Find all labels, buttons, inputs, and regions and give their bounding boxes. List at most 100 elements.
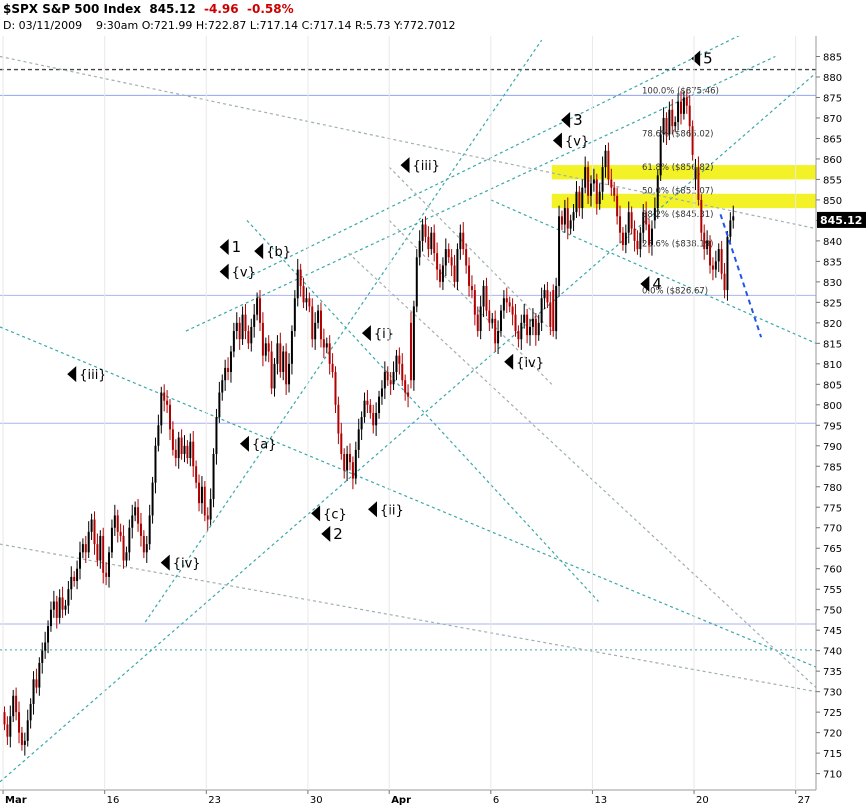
y-tick-label: 860	[823, 155, 842, 166]
candle-body	[235, 322, 238, 332]
x-tick-label: 23	[208, 795, 221, 806]
candle-body	[238, 322, 241, 340]
candle-body	[87, 531, 90, 553]
candle-body	[436, 253, 439, 270]
candle-body	[134, 507, 137, 516]
y-tick-label: 730	[823, 688, 842, 699]
candle-body	[357, 429, 360, 450]
wave-marker-icon	[368, 501, 378, 518]
symbol-label: $SPX S&P 500 Index	[3, 2, 141, 16]
candle-body	[273, 363, 276, 389]
candle-body	[354, 449, 357, 479]
wave-label: {iv}	[173, 557, 201, 572]
candle-body	[151, 482, 154, 516]
candle-body	[470, 285, 473, 291]
candle-body	[186, 445, 189, 459]
candle-body	[90, 519, 93, 532]
candle-body	[218, 392, 221, 418]
candle-body	[421, 224, 424, 241]
wave-marker-icon	[321, 525, 331, 542]
candle-body	[314, 322, 317, 340]
wave-label: {a}	[252, 438, 277, 453]
x-tick-label: 20	[696, 795, 709, 806]
y-tick-label: 715	[823, 749, 842, 760]
candle-body	[157, 425, 160, 446]
candle-body	[337, 404, 340, 434]
y-tick-label: 795	[823, 421, 842, 432]
candle-body	[12, 695, 15, 717]
candle-body	[723, 273, 726, 291]
candle-body	[636, 240, 639, 250]
candle-body	[276, 343, 279, 364]
candle-body	[587, 167, 590, 196]
candle-body	[317, 310, 320, 323]
wave-marker-icon	[67, 366, 77, 383]
candle-body	[279, 343, 282, 373]
candle-body	[331, 363, 334, 373]
candle-body	[166, 400, 169, 405]
candle-body	[497, 331, 500, 344]
candle-body	[412, 306, 415, 381]
y-tick-label: 880	[823, 73, 842, 84]
trendline	[490, 199, 816, 344]
trendline	[0, 72, 816, 783]
candle-body	[508, 302, 511, 307]
candle-body	[96, 544, 99, 561]
candle-body	[154, 445, 157, 483]
y-tick-label: 740	[823, 647, 842, 658]
y-tick-label: 835	[823, 257, 842, 268]
candle-body	[531, 318, 534, 327]
candle-body	[401, 363, 404, 381]
candle-body	[418, 240, 421, 258]
candle-body	[598, 191, 601, 205]
candle-body	[700, 199, 703, 233]
wave-label: {ii}	[380, 503, 404, 518]
candle-body	[61, 597, 64, 610]
candle-body	[258, 298, 261, 323]
y-tick-label: 800	[823, 401, 842, 412]
candle-body	[433, 232, 436, 254]
candle-body	[163, 392, 166, 401]
candle-body	[189, 441, 192, 459]
y-tick-label: 870	[823, 114, 842, 125]
candle-body	[328, 343, 331, 364]
trendline	[0, 55, 816, 230]
candle-body	[334, 372, 337, 405]
fib-label: 100.0% ($875.46)	[642, 87, 719, 97]
wave-label: 2	[333, 525, 343, 543]
candle-body	[142, 535, 145, 553]
candle-body	[241, 314, 244, 340]
candle-body	[369, 404, 372, 413]
candle-body	[78, 552, 81, 569]
candle-body	[685, 97, 688, 106]
candle-body	[128, 527, 131, 553]
candle-body	[105, 572, 108, 577]
candle-body	[47, 626, 50, 643]
wave-label: 4	[652, 275, 662, 293]
candle-body	[340, 433, 343, 454]
candle-body	[296, 269, 299, 299]
y-tick-label: 760	[823, 565, 842, 576]
candle-body	[41, 650, 44, 663]
candle-body	[264, 343, 267, 356]
candle-body	[662, 117, 665, 135]
candle-body	[200, 486, 203, 504]
wave-label: {iii}	[413, 159, 440, 174]
candle-body	[137, 507, 140, 524]
y-tick-label: 875	[823, 93, 842, 104]
y-tick-label: 805	[823, 380, 842, 391]
candle-body	[212, 453, 215, 500]
candle-body	[656, 175, 659, 209]
candle-body	[180, 437, 183, 454]
candle-body	[619, 216, 622, 233]
candle-body	[282, 351, 285, 373]
candle-body	[108, 552, 111, 577]
candle-body	[102, 535, 105, 573]
candle-body	[578, 191, 581, 209]
candle-body	[131, 515, 134, 528]
candle-body	[215, 417, 218, 454]
candle-body	[372, 413, 375, 426]
candle-body	[67, 589, 70, 606]
candle-body	[415, 257, 418, 307]
candle-body	[650, 228, 653, 245]
